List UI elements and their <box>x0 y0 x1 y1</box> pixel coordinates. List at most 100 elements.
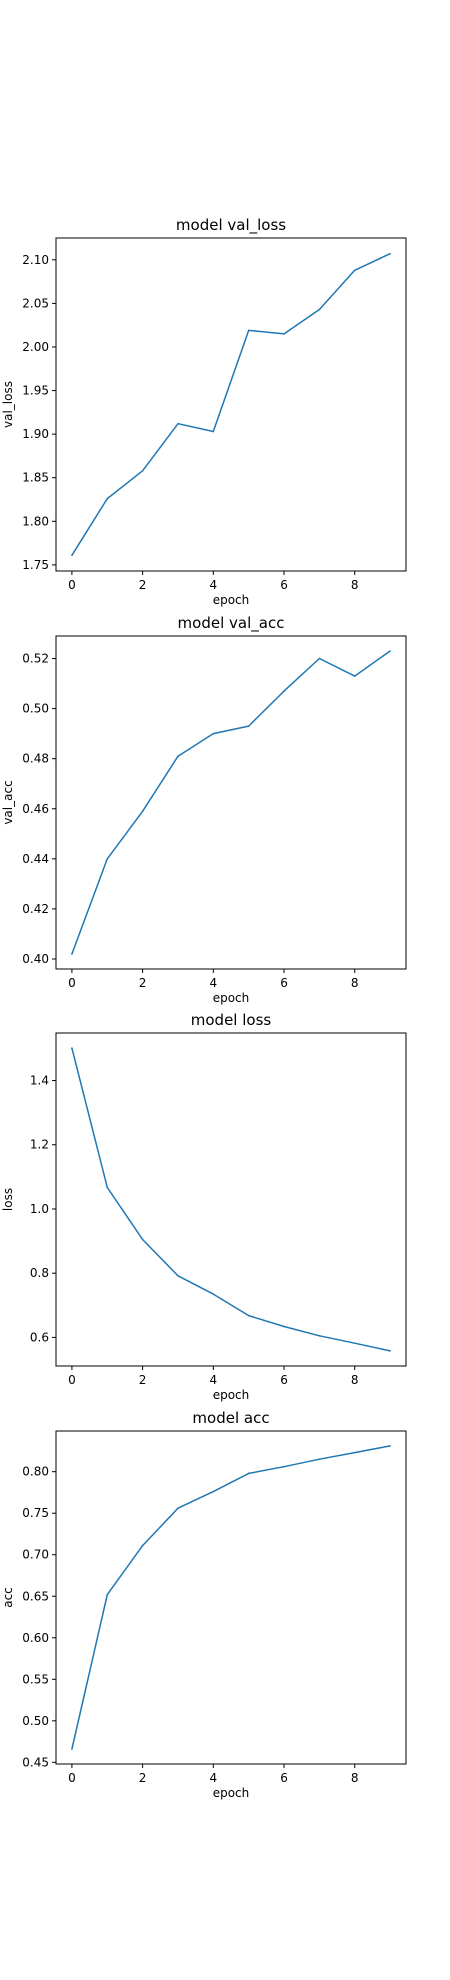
x-tick-label: 0 <box>68 976 76 990</box>
x-tick-label: 4 <box>210 1771 218 1785</box>
x-tick-label: 8 <box>351 1771 359 1785</box>
chart-1: model val_loss 0 2 4 6 8 1.75 1.80 1.85 1.90 1.95 2… <box>1 216 407 607</box>
y-tick-label: 0.65 <box>22 1589 49 1603</box>
plot-frame <box>55 1430 407 1765</box>
data-point <box>106 858 109 860</box>
chart-2: model val_acc 0 2 4 6 8 0.40 0.42 0.44 0.46 0.48 0.… <box>1 614 407 1005</box>
plot-frame <box>55 635 407 970</box>
x-axis-label: epoch <box>213 1786 250 1800</box>
y-axis-label: loss <box>1 1188 15 1211</box>
series-line <box>71 1445 391 1750</box>
data-point <box>283 690 285 692</box>
y-tick-label: 0.80 <box>22 1465 49 1479</box>
x-tick-label: 6 <box>280 976 288 990</box>
x-tick-label: 0 <box>68 1373 76 1387</box>
data-point <box>318 308 321 311</box>
y-axis-label: val_loss <box>1 381 15 428</box>
data-point <box>353 1342 356 1345</box>
data-point <box>141 1238 144 1241</box>
y-tick-label: 1.85 <box>22 471 49 485</box>
x-tick-label: 6 <box>280 1771 288 1785</box>
y-tick-label: 1.0 <box>30 1202 49 1216</box>
y-tick-label: 1.80 <box>22 514 49 528</box>
x-tick-label: 4 <box>210 976 218 990</box>
data-point <box>106 497 109 500</box>
data-point <box>71 953 73 955</box>
x-tick-label: 2 <box>139 976 147 990</box>
x-tick-label: 2 <box>139 1373 147 1387</box>
data-point <box>389 1350 391 1352</box>
data-point <box>141 469 144 472</box>
y-tick-label: 0.52 <box>22 652 49 666</box>
y-tick-label: 2.10 <box>22 253 49 267</box>
data-point <box>212 732 215 735</box>
y-tick-label: 1.4 <box>30 1074 49 1088</box>
data-point <box>71 554 73 557</box>
x-axis-label: epoch <box>213 1388 250 1402</box>
chart-title: model val_acc <box>178 614 285 633</box>
data-point <box>177 1507 179 1510</box>
x-tick-label: 8 <box>351 1373 359 1387</box>
y-tick-label: 2.05 <box>22 296 49 310</box>
chart-3: model loss 0 2 4 6 8 0.6 0.8 1.0 1.2 1.4 epoch loss <box>1 1011 407 1402</box>
data-point <box>318 657 321 660</box>
y-tick-label: 0.60 <box>22 1631 49 1645</box>
data-point <box>212 1490 215 1493</box>
y-tick-label: 1.95 <box>22 384 49 398</box>
x-tick-label: 8 <box>351 578 359 592</box>
y-tick-label: 0.46 <box>22 802 49 816</box>
data-point <box>389 650 391 652</box>
y-tick-label: 0.45 <box>22 1755 49 1769</box>
data-point <box>106 1593 109 1596</box>
x-tick-label: 6 <box>280 1373 288 1387</box>
y-tick-label: 1.75 <box>22 558 49 572</box>
data-point <box>247 725 250 727</box>
data-point <box>141 1544 144 1547</box>
x-tick-label: 4 <box>210 1373 218 1387</box>
chart-4: model acc 0 2 4 6 8 0.45 0.50 0.55 0.60 0.65 0.70 0.… <box>1 1409 407 1800</box>
y-tick-label: 0.42 <box>22 902 49 916</box>
x-tick-label: 0 <box>68 1771 76 1785</box>
plot-frame <box>55 237 407 572</box>
data-point <box>353 675 356 677</box>
x-tick-label: 6 <box>280 578 288 592</box>
data-point <box>389 1445 391 1447</box>
data-point <box>318 1335 321 1337</box>
x-tick-label: 2 <box>139 578 147 592</box>
y-tick-label: 1.2 <box>30 1138 49 1152</box>
y-tick-label: 0.40 <box>22 952 49 966</box>
y-tick-label: 0.8 <box>30 1266 49 1280</box>
x-axis-label: epoch <box>213 991 250 1005</box>
data-point <box>71 1047 73 1049</box>
y-tick-label: 0.50 <box>22 702 49 716</box>
data-point <box>212 1293 215 1295</box>
data-point <box>247 1314 250 1317</box>
data-point <box>106 1186 109 1189</box>
y-tick-label: 0.6 <box>30 1330 49 1344</box>
y-tick-label: 0.44 <box>22 852 49 866</box>
data-point <box>353 269 356 272</box>
x-tick-label: 4 <box>210 578 218 592</box>
y-tick-label: 0.48 <box>22 752 49 766</box>
x-axis-label: epoch <box>213 593 250 607</box>
chart-title: model acc <box>192 1409 269 1427</box>
data-point <box>247 329 250 332</box>
series-line <box>71 650 391 955</box>
data-point <box>283 333 285 335</box>
data-point <box>177 1274 179 1277</box>
x-tick-label: 8 <box>351 976 359 990</box>
data-point <box>177 422 179 425</box>
y-tick-label: 1.90 <box>22 427 49 441</box>
plot-frame <box>55 1032 407 1367</box>
y-axis-label: val_acc <box>1 780 15 824</box>
data-point <box>71 1748 73 1750</box>
y-axis-label: acc <box>1 1587 15 1608</box>
data-point <box>247 1472 250 1475</box>
y-tick-label: 2.00 <box>22 340 49 354</box>
y-tick-label: 0.50 <box>22 1714 49 1728</box>
chart-title: model val_loss <box>176 216 286 235</box>
y-tick-label: 0.70 <box>22 1548 49 1562</box>
series-line <box>71 253 391 556</box>
data-point <box>141 810 144 813</box>
